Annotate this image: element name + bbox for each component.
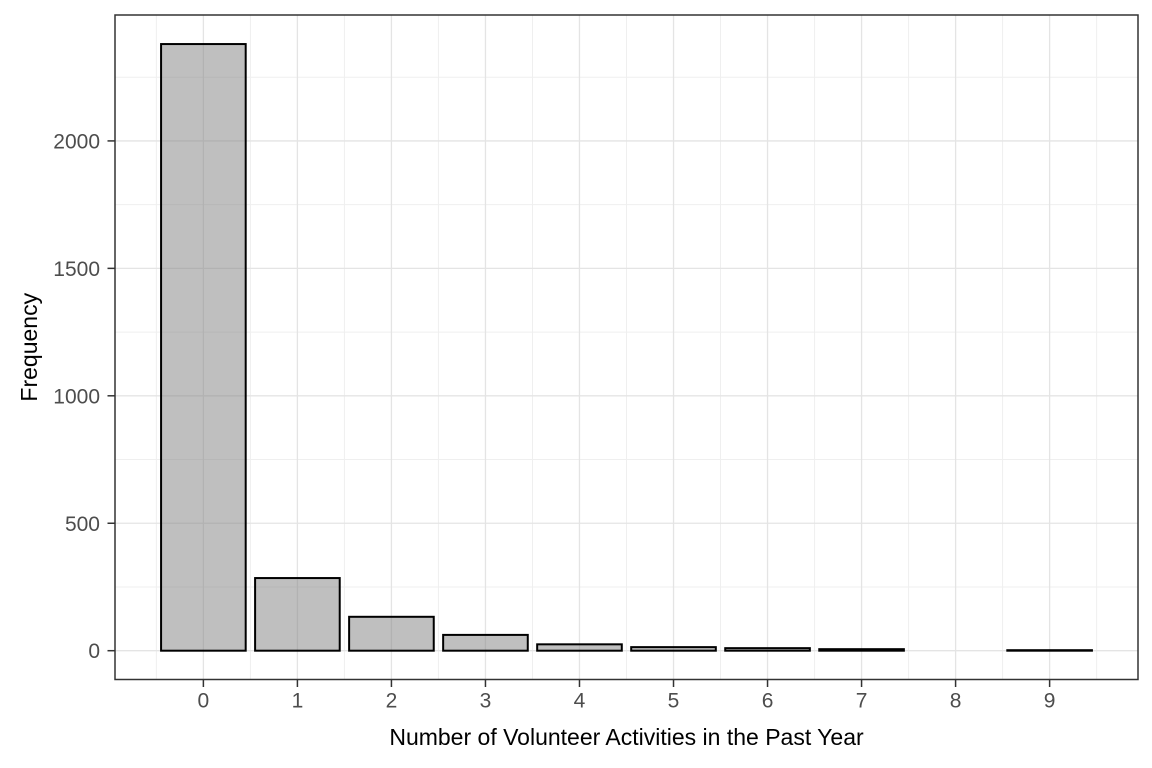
y-tick-label: 0 [88, 640, 100, 663]
x-tick-label: 2 [386, 690, 398, 713]
bar-0 [160, 43, 247, 652]
x-tick-label: 5 [668, 690, 680, 713]
bar-2 [348, 615, 435, 652]
x-tick-label: 9 [1044, 690, 1056, 713]
y-tick-label: 1000 [53, 385, 100, 408]
x-tick-label: 7 [856, 690, 868, 713]
x-tick-label: 4 [574, 690, 586, 713]
panel-border [114, 14, 1139, 681]
bar-9 [1006, 649, 1093, 652]
bar-5 [630, 646, 717, 652]
y-axis-title: Frequency [16, 292, 42, 401]
x-tick-label: 0 [198, 690, 210, 713]
x-tick-label: 8 [950, 690, 962, 713]
bar-3 [442, 633, 529, 652]
bar-6 [724, 647, 811, 652]
x-tick-label: 1 [292, 690, 304, 713]
x-tick-label: 3 [480, 690, 492, 713]
y-tick-label: 500 [65, 513, 100, 536]
bar-7 [818, 648, 905, 652]
y-tick-label: 2000 [53, 130, 100, 153]
bar-4 [536, 643, 623, 652]
x-axis-title: Number of Volunteer Activities in the Pa… [389, 724, 864, 750]
y-tick-label: 1500 [53, 258, 100, 281]
x-tick-label: 6 [762, 690, 774, 713]
bar-1 [254, 577, 341, 652]
